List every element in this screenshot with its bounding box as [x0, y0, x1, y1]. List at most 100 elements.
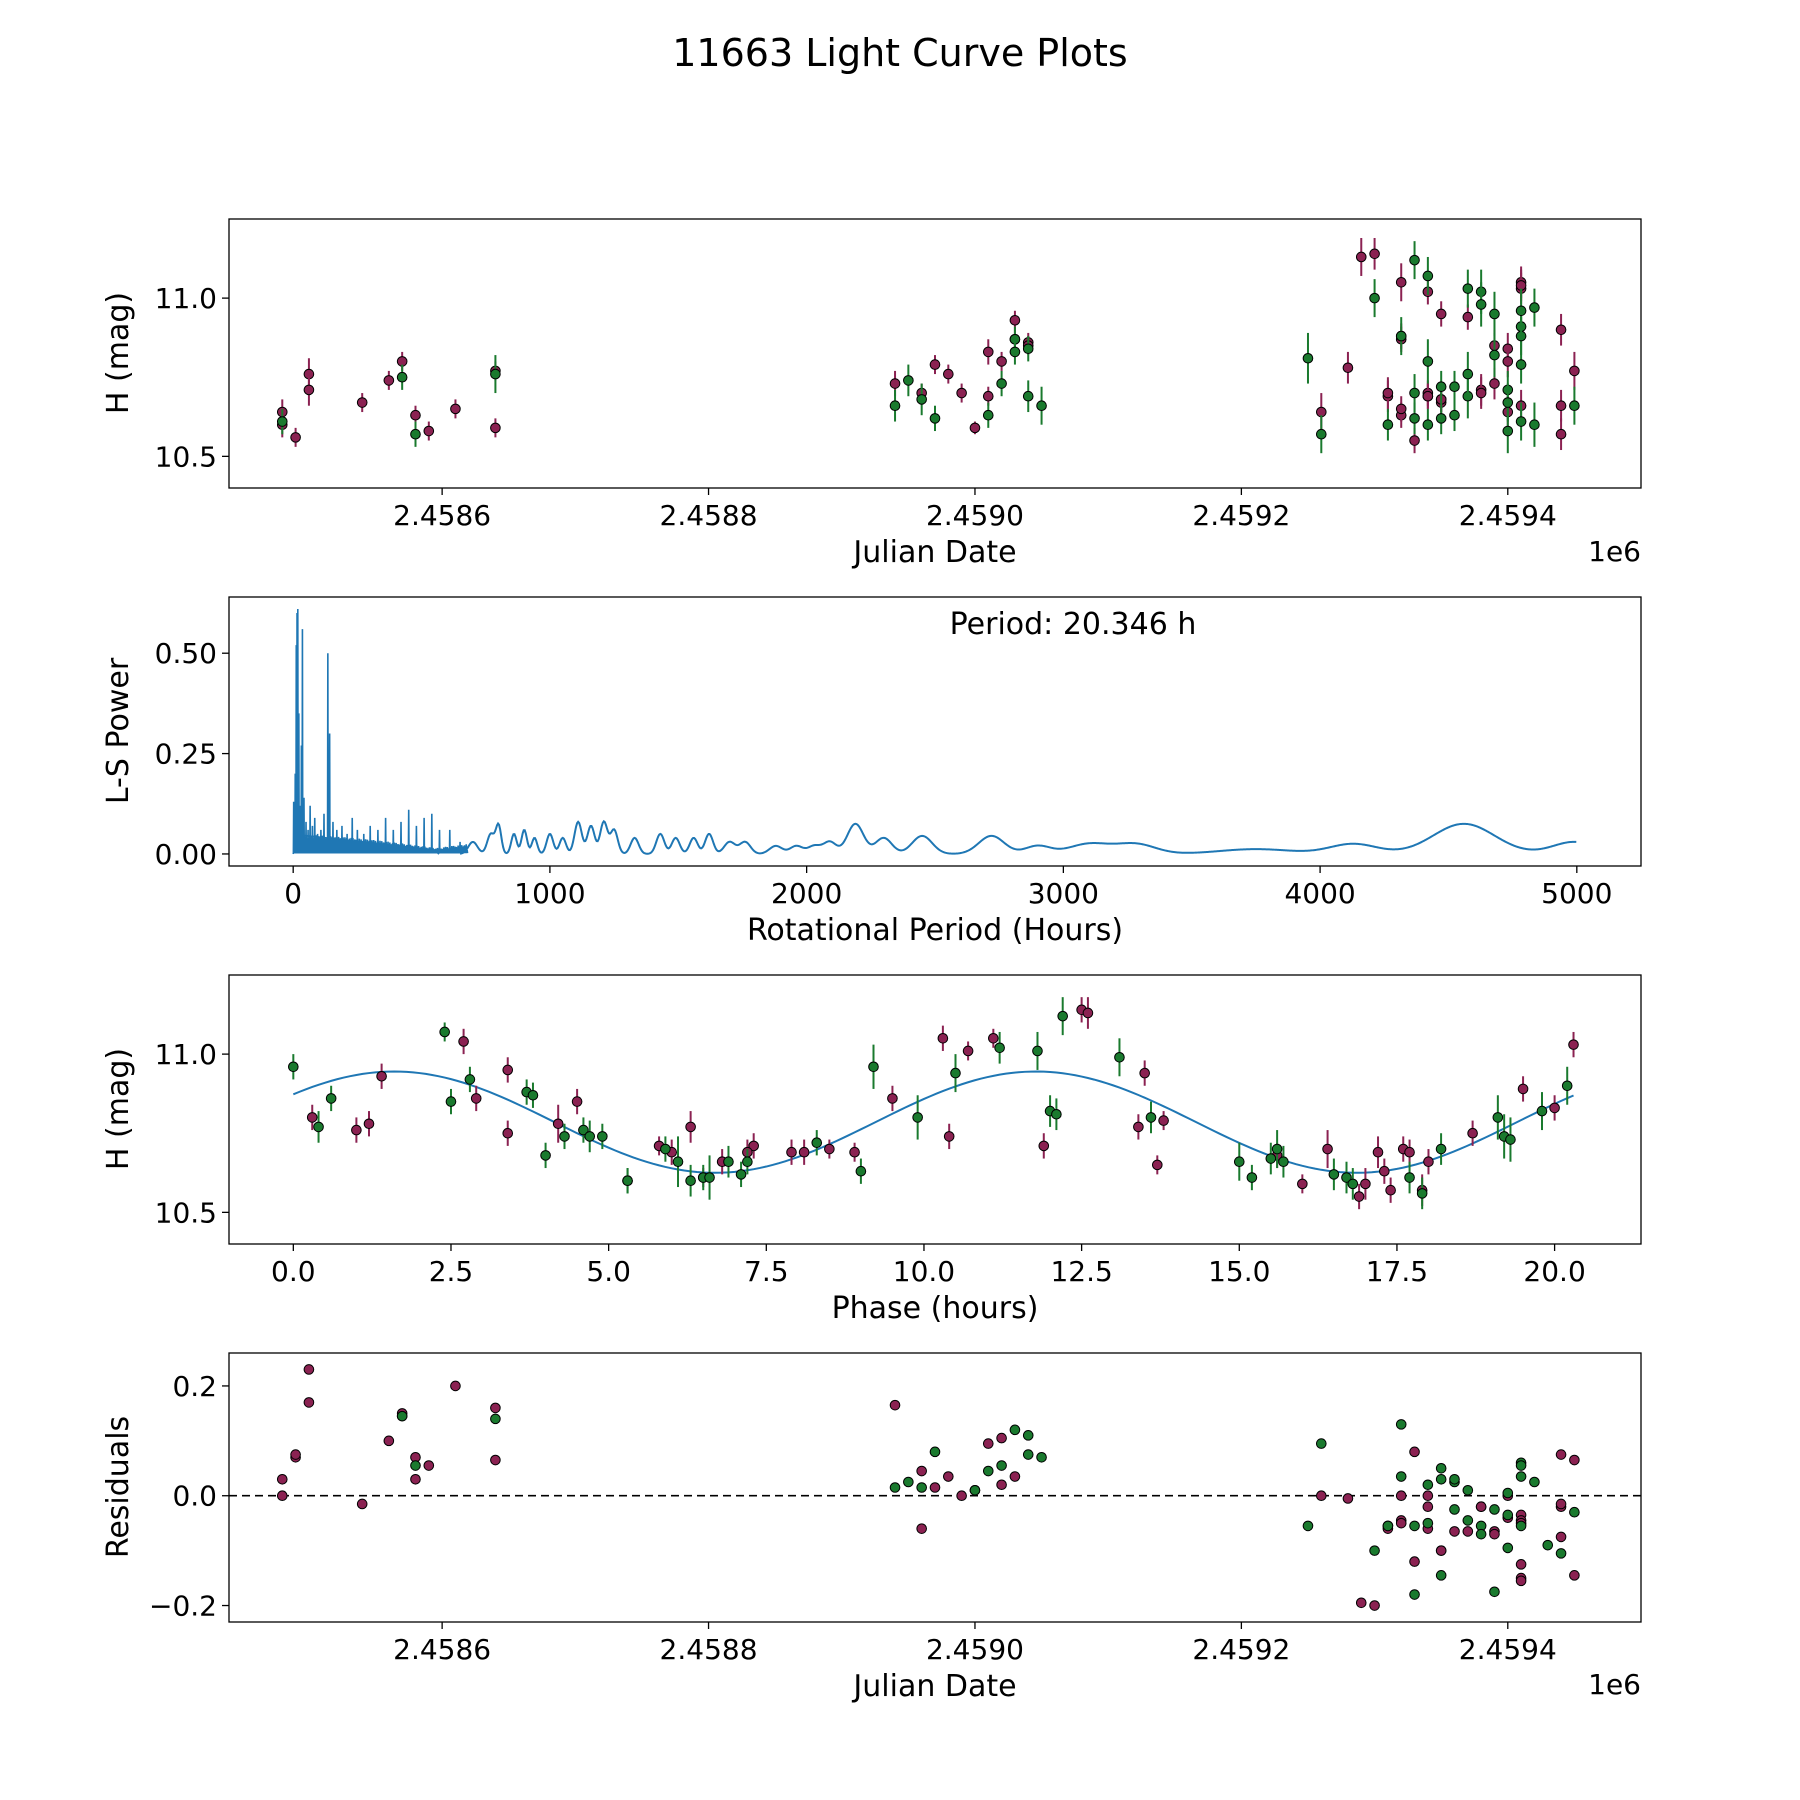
- data-point: [1536, 1105, 1548, 1117]
- x-tick-label: 12.5: [1050, 1255, 1112, 1288]
- data-point: [1369, 1600, 1380, 1611]
- data-point: [1489, 349, 1500, 361]
- data-point: [1449, 1473, 1460, 1485]
- data-point: [1475, 387, 1487, 399]
- data-point: [1462, 1515, 1474, 1526]
- data-point: [1038, 1140, 1050, 1152]
- data-point: [578, 1124, 589, 1136]
- data-point: [1515, 1471, 1527, 1482]
- x-tick-label: 2.4588: [660, 499, 758, 532]
- data-point: [1316, 1438, 1327, 1449]
- data-point: [969, 422, 981, 434]
- data-point: [1036, 1452, 1047, 1463]
- x-tick-label: 2.4586: [393, 1633, 491, 1666]
- data-point: [1569, 400, 1580, 412]
- x-tick-label: 1000: [514, 877, 585, 910]
- data-point: [1555, 400, 1567, 412]
- panel-periodogram-ylabel: L-S Power: [101, 657, 136, 804]
- data-point: [490, 1402, 501, 1414]
- panel-periodogram: 0 1000 2000 3000 4000 5000 0.00 0.25 0.50 Perio…: [101, 596, 1642, 948]
- data-point: [351, 1124, 362, 1136]
- data-point: [1462, 1484, 1474, 1496]
- data-point: [996, 1479, 1007, 1491]
- data-point: [916, 1523, 927, 1534]
- data-point: [1233, 1156, 1245, 1168]
- data-point: [1022, 1430, 1034, 1441]
- data-point: [1022, 343, 1034, 355]
- data-point: [1009, 314, 1021, 326]
- data-point: [994, 1042, 1005, 1054]
- data-point: [1549, 1102, 1560, 1114]
- data-point: [276, 416, 288, 427]
- data-point: [996, 1460, 1007, 1471]
- data-point: [929, 1482, 941, 1493]
- data-point: [502, 1064, 514, 1076]
- data-point: [1395, 330, 1407, 342]
- data-point: [559, 1131, 570, 1142]
- data-point: [1555, 1449, 1567, 1460]
- data-point: [1502, 356, 1514, 367]
- panel-phased-xlabel: Phase (hours): [832, 1291, 1039, 1326]
- data-point: [290, 1449, 301, 1460]
- data-point: [982, 1438, 994, 1449]
- data-point: [1505, 1134, 1516, 1145]
- panel-residuals-frame: [228, 1352, 1642, 1623]
- data-point: [1561, 1080, 1573, 1092]
- data-point: [1502, 1509, 1514, 1521]
- data-point: [1145, 1112, 1157, 1123]
- data-point: [1009, 1424, 1021, 1436]
- data-point: [303, 1364, 315, 1375]
- data-point: [723, 1156, 734, 1168]
- data-point: [1009, 1471, 1021, 1482]
- x-tick-label: 2.4586: [393, 499, 491, 532]
- data-point: [849, 1146, 860, 1158]
- data-point: [490, 1413, 501, 1425]
- data-point: [889, 1482, 901, 1493]
- data-point: [396, 371, 408, 383]
- data-point: [1492, 1112, 1504, 1123]
- data-point: [1409, 387, 1420, 399]
- data-point: [1022, 390, 1034, 402]
- x-tick-label: 2.4590: [926, 499, 1024, 532]
- data-point: [1517, 1083, 1529, 1095]
- data-point: [1369, 1545, 1380, 1556]
- data-point: [982, 346, 994, 358]
- x-tick-label: 7.5: [744, 1255, 789, 1288]
- data-point: [1409, 1589, 1420, 1600]
- data-point: [962, 1045, 974, 1057]
- data-point: [376, 1070, 387, 1082]
- data-point: [1462, 283, 1474, 294]
- data-point: [1022, 1449, 1034, 1460]
- data-point: [464, 1074, 476, 1085]
- y-tick-label: 0.25: [155, 738, 217, 771]
- x-tick-label: 3000: [1028, 877, 1099, 910]
- data-point: [1435, 1473, 1447, 1485]
- data-point: [1529, 302, 1540, 313]
- data-point: [1385, 1184, 1396, 1196]
- data-point: [1404, 1172, 1415, 1183]
- x-tick-label: 4000: [1284, 877, 1355, 910]
- x-tick-label: 2000: [771, 877, 842, 910]
- data-point: [912, 1112, 923, 1123]
- data-point: [889, 400, 901, 412]
- data-point: [571, 1096, 583, 1107]
- data-point: [1422, 356, 1434, 367]
- data-point: [470, 1093, 482, 1104]
- x-tick-label: 20.0: [1523, 1255, 1585, 1288]
- data-point: [855, 1165, 867, 1177]
- data-point: [1409, 254, 1420, 266]
- panel-phased: 0.0 2.5 5.0 7.5 10.0 12.5 15.0 17.5 20.0 10.5 11.…: [101, 974, 1642, 1326]
- data-point: [1404, 1146, 1415, 1158]
- figure-title: 11663 Light Curve Plots: [672, 31, 1127, 75]
- data-point: [943, 1131, 955, 1142]
- data-point: [943, 1471, 954, 1482]
- data-point: [383, 375, 395, 386]
- data-point: [742, 1156, 753, 1168]
- data-point: [1529, 1476, 1540, 1488]
- data-point: [1555, 1548, 1567, 1559]
- data-point: [889, 378, 901, 389]
- x-tick-label: 2.4592: [1192, 499, 1290, 532]
- data-point: [903, 1476, 914, 1488]
- data-point: [1569, 1454, 1580, 1466]
